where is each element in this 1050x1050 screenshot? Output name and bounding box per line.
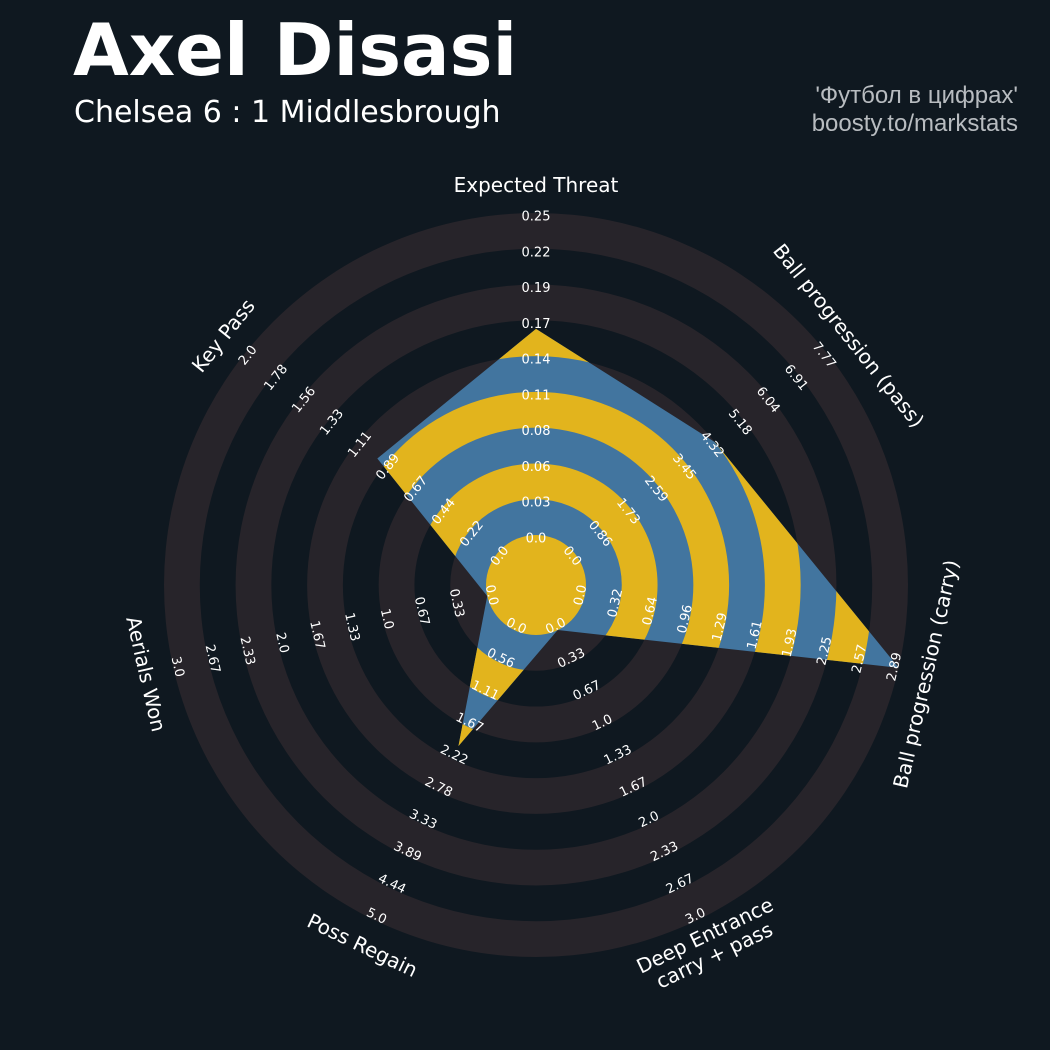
tick-label: 1.67 — [306, 619, 327, 651]
page-title: Axel Disasi — [73, 8, 518, 92]
parameter-label: Expected Threat — [454, 173, 619, 197]
tick-label: 2.89 — [884, 651, 905, 683]
tick-label: 0.22 — [522, 245, 551, 260]
tick-label: 0.25 — [522, 210, 551, 225]
tick-label: 1.61 — [745, 619, 766, 651]
tick-label: 0.67 — [411, 595, 432, 627]
match-subtitle: Chelsea 6 : 1 Middlesbrough — [74, 95, 501, 130]
tick-label: 2.33 — [236, 635, 257, 667]
tick-label: 0.0 — [526, 532, 547, 547]
tick-label: 2.25 — [814, 635, 835, 667]
tick-label: 1.93 — [780, 627, 801, 659]
tick-label: 0.64 — [640, 595, 661, 627]
tick-label: 3.0 — [168, 655, 187, 679]
tick-label: 0.08 — [522, 424, 551, 439]
tick-label: 1.0 — [377, 607, 396, 631]
tick-label: 0.14 — [522, 353, 551, 368]
credit-line-1: 'Футбол в цифрах' — [815, 82, 1018, 109]
tick-label: 0.06 — [522, 460, 551, 475]
tick-label: 1.33 — [341, 611, 362, 643]
tick-label: 0.0 — [482, 583, 501, 607]
tick-label: 0.33 — [446, 587, 467, 619]
credit-block: 'Футбол в цифрах' boosty.to/markstats — [812, 82, 1018, 138]
tick-label: 0.0 — [571, 583, 590, 607]
center-disc — [486, 535, 586, 635]
tick-label: 0.11 — [522, 388, 551, 403]
tick-label: 2.57 — [849, 643, 870, 675]
tick-label: 0.03 — [522, 496, 551, 511]
tick-label: 1.29 — [710, 611, 731, 643]
tick-label: 0.32 — [605, 587, 626, 619]
tick-label: 0.19 — [522, 281, 551, 296]
parameter-label: Aerials Won — [121, 614, 171, 734]
tick-label: 2.0 — [272, 631, 291, 655]
credit-line-2: boosty.to/markstats — [811, 110, 1018, 137]
tick-label: 0.96 — [675, 603, 696, 635]
tick-label: 0.17 — [522, 317, 551, 332]
tick-label: 2.67 — [202, 643, 223, 675]
